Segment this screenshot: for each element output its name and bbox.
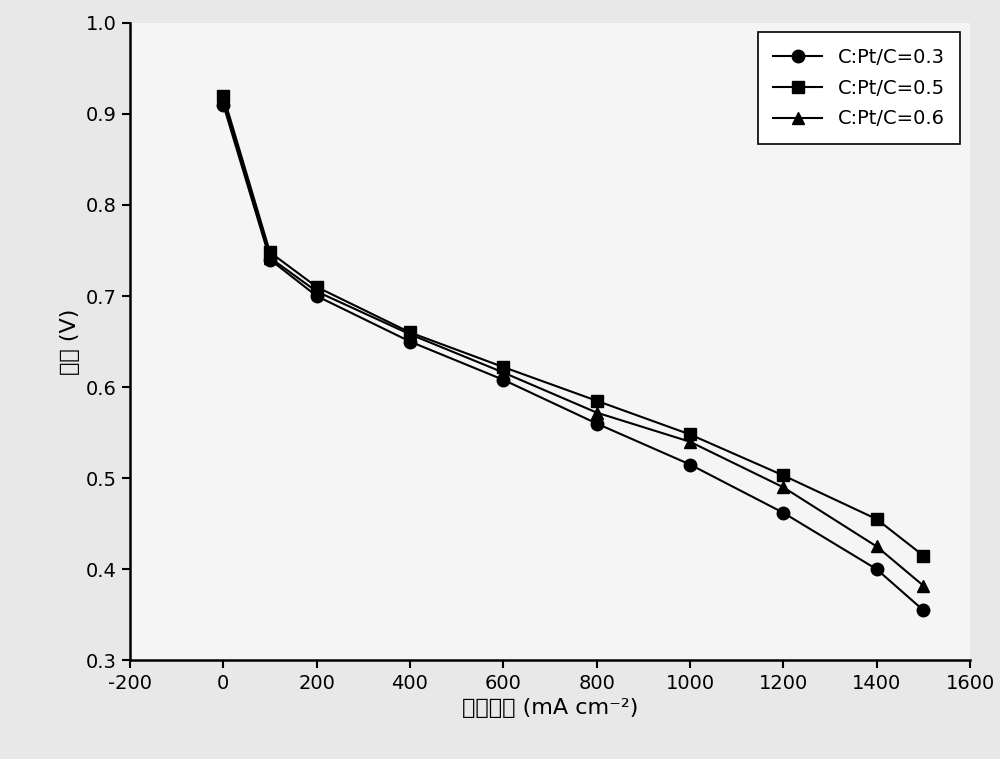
C:Pt/C=0.5	[404, 328, 416, 337]
Legend: C:Pt/C=0.3, C:Pt/C=0.5, C:Pt/C=0.6: C:Pt/C=0.3, C:Pt/C=0.5, C:Pt/C=0.6	[758, 33, 960, 144]
C:Pt/C=0.5	[311, 282, 323, 291]
C:Pt/C=0.6	[777, 483, 789, 492]
C:Pt/C=0.5	[777, 471, 789, 480]
C:Pt/C=0.6	[311, 287, 323, 296]
C:Pt/C=0.5	[591, 396, 603, 405]
C:Pt/C=0.6	[917, 581, 929, 591]
C:Pt/C=0.5	[917, 551, 929, 560]
C:Pt/C=0.3	[311, 291, 323, 301]
X-axis label: 电流密度 (mA cm⁻²): 电流密度 (mA cm⁻²)	[462, 698, 638, 718]
Line: C:Pt/C=0.6: C:Pt/C=0.6	[217, 94, 930, 592]
C:Pt/C=0.3	[217, 100, 229, 109]
C:Pt/C=0.3	[871, 565, 883, 574]
C:Pt/C=0.5	[684, 430, 696, 439]
C:Pt/C=0.6	[497, 368, 509, 377]
C:Pt/C=0.5	[871, 515, 883, 524]
Line: C:Pt/C=0.3: C:Pt/C=0.3	[217, 99, 930, 616]
C:Pt/C=0.5	[497, 363, 509, 372]
C:Pt/C=0.6	[264, 254, 276, 263]
C:Pt/C=0.6	[217, 96, 229, 105]
C:Pt/C=0.3	[264, 255, 276, 264]
C:Pt/C=0.3	[777, 509, 789, 518]
C:Pt/C=0.3	[497, 375, 509, 384]
C:Pt/C=0.3	[591, 419, 603, 428]
C:Pt/C=0.3	[684, 460, 696, 469]
C:Pt/C=0.6	[591, 408, 603, 417]
C:Pt/C=0.5	[264, 247, 276, 257]
C:Pt/C=0.6	[871, 542, 883, 551]
C:Pt/C=0.5	[217, 91, 229, 100]
C:Pt/C=0.6	[404, 329, 416, 339]
Line: C:Pt/C=0.5: C:Pt/C=0.5	[217, 90, 930, 562]
Y-axis label: 电压 (V): 电压 (V)	[60, 308, 80, 375]
C:Pt/C=0.3	[404, 337, 416, 346]
C:Pt/C=0.3	[917, 606, 929, 615]
C:Pt/C=0.6	[684, 437, 696, 446]
